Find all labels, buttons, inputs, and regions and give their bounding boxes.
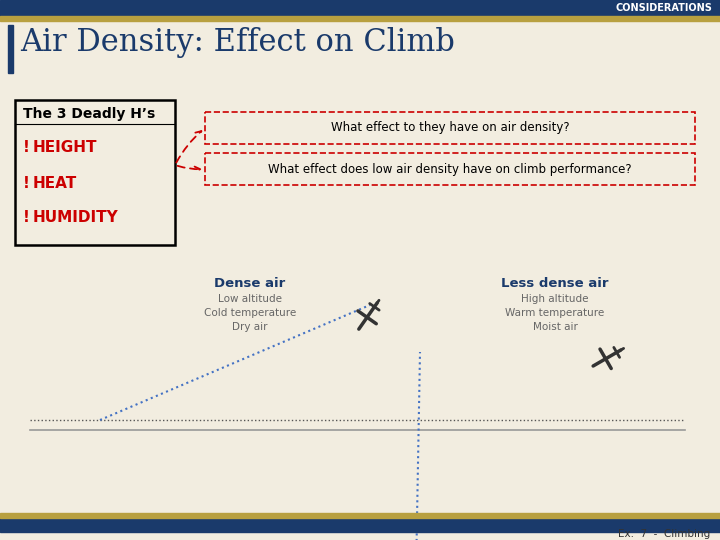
Text: !: ! (23, 176, 30, 191)
Bar (0, 518, 720, 532)
Text: HEIGHT: HEIGHT (33, 140, 97, 156)
Text: Less dense air: Less dense air (501, 277, 608, 290)
Bar (0, 16, 720, 21)
Bar (0, 513, 720, 518)
Text: Dense air: Dense air (215, 277, 286, 290)
Text: High altitude
Warm temperature
Moist air: High altitude Warm temperature Moist air (505, 294, 605, 332)
Bar (0, 0, 720, 16)
Bar (8, 25, 13, 73)
Text: What effect to they have on air density?: What effect to they have on air density? (330, 122, 570, 134)
Text: HUMIDITY: HUMIDITY (33, 211, 119, 226)
Text: Ex.  7  -  Climbing: Ex. 7 - Climbing (618, 529, 710, 539)
Text: HEAT: HEAT (33, 176, 77, 191)
Text: The 3 Deadly H’s: The 3 Deadly H’s (23, 107, 156, 121)
Text: Low altitude
Cold temperature
Dry air: Low altitude Cold temperature Dry air (204, 294, 296, 332)
Text: What effect does low air density have on climb performance?: What effect does low air density have on… (268, 163, 632, 176)
Text: !: ! (23, 211, 30, 226)
Bar (15, 100, 175, 245)
Text: !: ! (23, 140, 30, 156)
Bar (205, 112, 695, 144)
Text: Air Density: Effect on Climb: Air Density: Effect on Climb (20, 27, 455, 58)
Text: CONSIDERATIONS: CONSIDERATIONS (615, 3, 712, 13)
Bar (205, 153, 695, 185)
